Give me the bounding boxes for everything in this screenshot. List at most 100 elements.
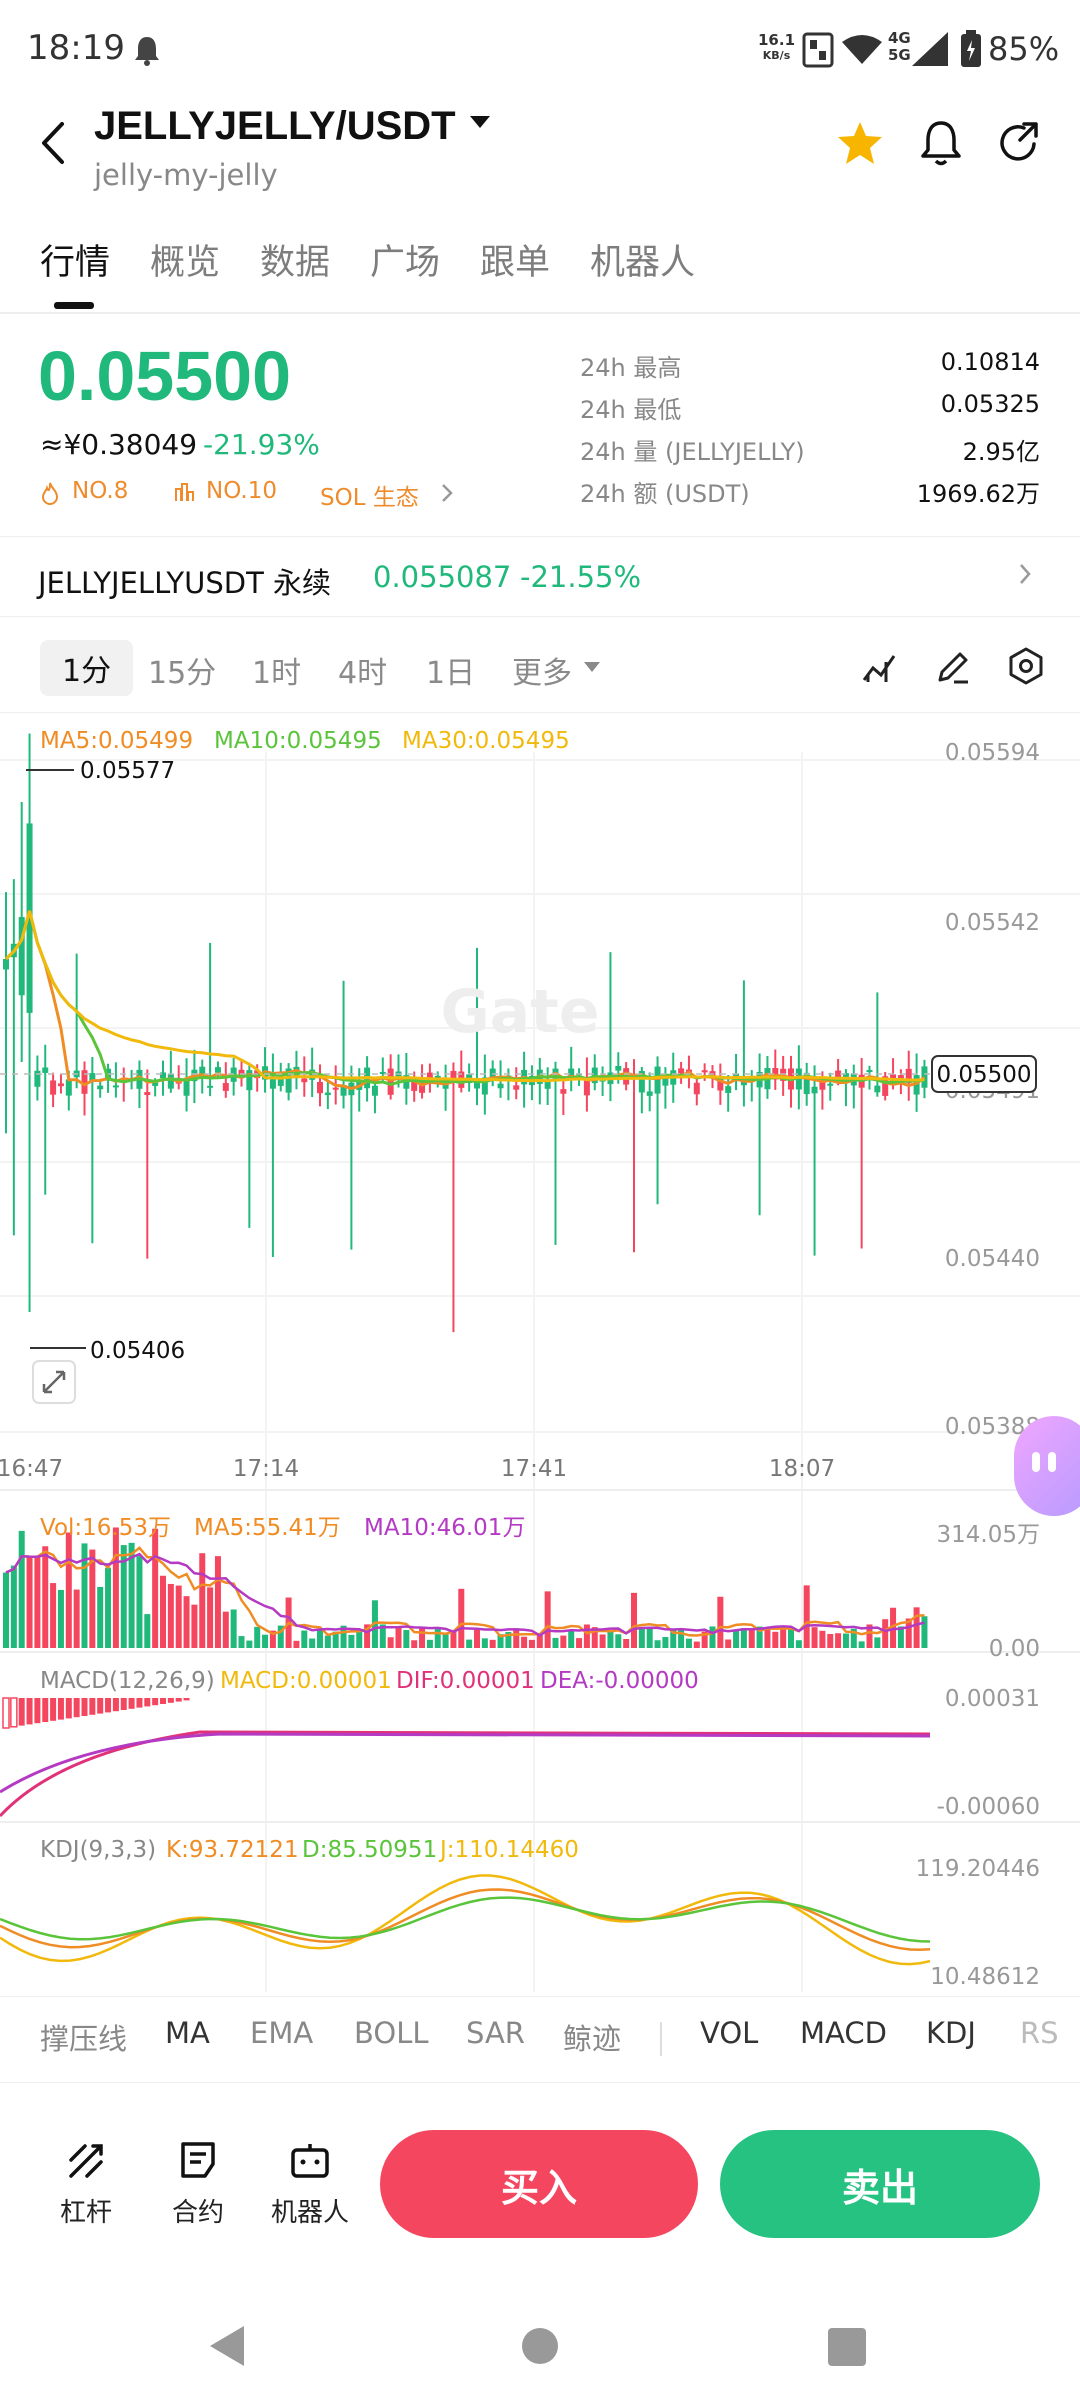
timeframe-1h[interactable]: 1时	[252, 656, 302, 691]
volume-bar	[623, 1638, 630, 1648]
volume-bar	[356, 1628, 363, 1648]
low-price-label: 0.05406	[90, 1338, 185, 1364]
ecosystem-tag[interactable]: SOL 生态	[320, 485, 419, 511]
candle-body	[65, 1079, 72, 1096]
perpetual-price: 0.055087	[373, 560, 512, 594]
volume-bar	[497, 1634, 504, 1648]
volume-bar	[214, 1556, 221, 1648]
nav-home-icon[interactable]	[522, 2328, 558, 2364]
volume-bar	[772, 1631, 779, 1648]
indicator-tab-whale[interactable]: 鲸迹	[563, 2022, 622, 2056]
draw-icon[interactable]	[934, 648, 972, 686]
indicator-tab-macd[interactable]: MACD	[800, 2016, 887, 2050]
caret-down-icon[interactable]	[584, 662, 600, 672]
candle-body	[246, 1070, 253, 1091]
volume-bar	[788, 1629, 794, 1648]
macd-tick-label: 0.00031	[945, 1686, 1040, 1712]
volume-bar	[73, 1589, 80, 1648]
volume-bar	[411, 1640, 418, 1648]
candle-body	[827, 1083, 834, 1086]
rank-tag-hot[interactable]: NO.8	[72, 478, 129, 504]
volume-bar	[230, 1609, 237, 1648]
fire-icon	[41, 482, 59, 505]
timeframe-1m[interactable]: 1分	[40, 640, 134, 696]
buy-button[interactable]: 买入	[380, 2130, 698, 2238]
kline-chart[interactable]: 0.055940.055420.054910.054400.0538816:47…	[0, 712, 1080, 1992]
pair-title[interactable]: JELLYJELLY/USDT	[94, 104, 456, 148]
vol-tick-label: 314.05万	[937, 1522, 1040, 1548]
volume-bar	[434, 1627, 441, 1648]
kline-svg[interactable]: 0.055940.055420.054910.054400.0538816:47…	[0, 712, 1080, 1992]
notification-bell-icon	[135, 37, 159, 66]
volume-bar	[764, 1627, 771, 1648]
timeframe-more[interactable]: 更多	[512, 656, 572, 691]
battery-icon	[961, 30, 981, 67]
y-tick-label: 0.05440	[945, 1246, 1040, 1272]
star-icon[interactable]	[836, 120, 884, 166]
leverage-icon	[69, 2144, 103, 2178]
candle-body	[18, 917, 25, 996]
contract-button[interactable]: 合约	[158, 2140, 238, 2229]
tab-square[interactable]: 广场	[370, 243, 441, 283]
volume-bar	[803, 1585, 810, 1648]
tab-overview[interactable]: 概览	[150, 243, 221, 283]
volume-bar	[3, 1572, 9, 1648]
volume-bar	[97, 1586, 104, 1648]
indicator-tab-kdj[interactable]: KDJ	[926, 2016, 976, 2050]
indicator-tab-sar[interactable]: SAR	[466, 2016, 525, 2050]
price-change: -21.93%	[203, 428, 320, 461]
nav-recents-icon[interactable]	[828, 2328, 866, 2366]
indicator-tab-boll[interactable]: BOLL	[354, 2016, 429, 2050]
timeframe-15m[interactable]: 15分	[148, 656, 217, 691]
dif-line	[0, 1730, 931, 1818]
settings-icon[interactable]	[1006, 646, 1046, 686]
tab-bot[interactable]: 机器人	[590, 243, 696, 283]
candle-body	[662, 1077, 669, 1086]
expand-icon[interactable]	[32, 1360, 76, 1404]
volume-bar	[387, 1637, 394, 1648]
timeframe-1d[interactable]: 1日	[426, 656, 476, 691]
indicator-tab-ma[interactable]: MA	[165, 2016, 210, 2050]
dea-line	[0, 1732, 931, 1794]
assistant-bubble[interactable]	[1014, 1416, 1080, 1516]
volume-bar	[395, 1627, 402, 1648]
indicator-tab-vol[interactable]: VOL	[700, 2016, 759, 2050]
chevron-right-icon[interactable]	[1018, 562, 1032, 586]
timeframe-4h[interactable]: 4时	[338, 656, 388, 691]
bell-icon[interactable]	[918, 118, 964, 168]
candle-body	[866, 1070, 873, 1073]
action-bar: 杠杆 合约 机器人 买入 卖出	[0, 2100, 1080, 2300]
wifi-icon	[842, 35, 882, 64]
system-nav-bar	[0, 2300, 1080, 2400]
volume-bar	[332, 1631, 339, 1648]
candle-body	[222, 1083, 229, 1091]
leverage-button[interactable]: 杠杆	[46, 2140, 126, 2229]
volume-bar	[403, 1630, 410, 1648]
tab-market[interactable]: 行情	[40, 243, 111, 283]
candle-body	[379, 1072, 386, 1075]
bot-button[interactable]: 机器人	[270, 2140, 350, 2229]
candle-body	[199, 1066, 206, 1076]
rank-tag-cap[interactable]: NO.10	[206, 478, 277, 504]
nav-back-icon[interactable]	[206, 2324, 246, 2368]
status-time: 18:19	[27, 28, 125, 68]
chevron-down-icon[interactable]	[470, 116, 490, 128]
volume-bar	[583, 1624, 590, 1648]
back-icon[interactable]	[30, 118, 80, 168]
volume-bar	[112, 1527, 119, 1648]
volume-bar	[293, 1640, 300, 1648]
candle-body	[897, 1075, 904, 1081]
volume-bar	[850, 1628, 857, 1648]
volume-bar	[301, 1630, 308, 1648]
candle-body	[26, 823, 33, 1013]
macd-histogram-bar	[112, 1698, 119, 1712]
share-icon[interactable]	[996, 120, 1042, 166]
tab-data[interactable]: 数据	[260, 243, 331, 283]
indicator-icon[interactable]	[860, 648, 898, 686]
indicator-tab-support[interactable]: 撑压线	[40, 2022, 128, 2056]
chevron-right-icon[interactable]	[440, 482, 454, 504]
indicator-tab-rsi[interactable]: RS	[1020, 2016, 1059, 2050]
sell-button[interactable]: 卖出	[720, 2130, 1040, 2238]
tab-copytrade[interactable]: 跟单	[480, 243, 551, 283]
indicator-tab-ema[interactable]: EMA	[250, 2016, 314, 2050]
